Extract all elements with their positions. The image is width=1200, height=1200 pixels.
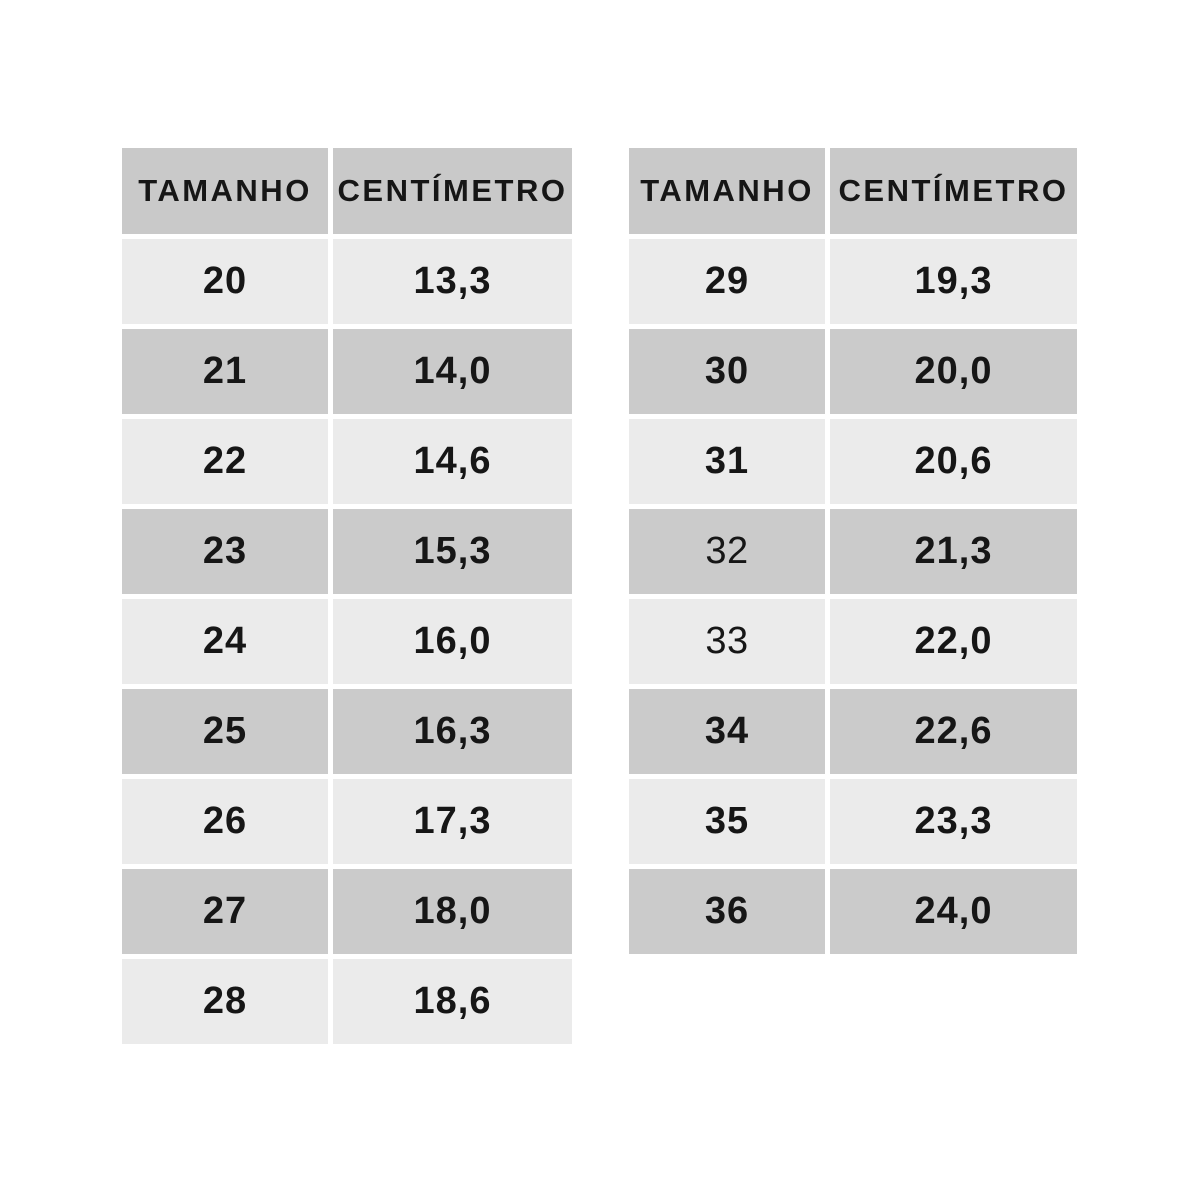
size-value-cell: 28 [122, 959, 328, 1044]
size-value-cell: 36 [629, 869, 825, 954]
centimeter-value-cell: 20,6 [830, 419, 1077, 504]
centimeter-value-cell: 13,3 [333, 239, 572, 324]
centimeter-value-cell: 22,0 [830, 599, 1077, 684]
size-value-cell: 29 [629, 239, 825, 324]
size-value-cell: 22 [122, 419, 328, 504]
centimeter-value-cell: 14,6 [333, 419, 572, 504]
centimeter-value-cell: 21,3 [830, 509, 1077, 594]
size-value-cell: 30 [629, 329, 825, 414]
centimeter-value-cell: 18,0 [333, 869, 572, 954]
size-value-cell: 20 [122, 239, 328, 324]
centimeter-value-cell: 20,0 [830, 329, 1077, 414]
header-cell-centimetro: CENTÍMETRO [830, 148, 1077, 234]
size-value-cell: 35 [629, 779, 825, 864]
size-value-cell: 24 [122, 599, 328, 684]
size-value-cell: 26 [122, 779, 328, 864]
centimeter-value-cell: 15,3 [333, 509, 572, 594]
size-value-cell: 21 [122, 329, 328, 414]
size-value-cell: 27 [122, 869, 328, 954]
size-value-cell: 25 [122, 689, 328, 774]
header-cell-centimetro: CENTÍMETRO [333, 148, 572, 234]
size-value-cell: 32 [629, 509, 825, 594]
size-table-20-28: TAMANHO CENTÍMETRO 20 13,3 21 14,0 22 14,6 23 15,… [122, 148, 572, 1044]
size-value-cell: 34 [629, 689, 825, 774]
centimeter-value-cell: 19,3 [830, 239, 1077, 324]
size-table-29-36: TAMANHO CENTÍMETRO 29 19,3 30 20,0 31 20,6 32 21,… [629, 148, 1077, 954]
centimeter-value-cell: 23,3 [830, 779, 1077, 864]
centimeter-value-cell: 22,6 [830, 689, 1077, 774]
size-value-cell: 31 [629, 419, 825, 504]
centimeter-value-cell: 16,0 [333, 599, 572, 684]
header-cell-tamanho: TAMANHO [122, 148, 328, 234]
centimeter-value-cell: 14,0 [333, 329, 572, 414]
centimeter-value-cell: 16,3 [333, 689, 572, 774]
centimeter-value-cell: 24,0 [830, 869, 1077, 954]
size-value-cell: 33 [629, 599, 825, 684]
centimeter-value-cell: 17,3 [333, 779, 572, 864]
header-cell-tamanho: TAMANHO [629, 148, 825, 234]
size-value-cell: 23 [122, 509, 328, 594]
centimeter-value-cell: 18,6 [333, 959, 572, 1044]
